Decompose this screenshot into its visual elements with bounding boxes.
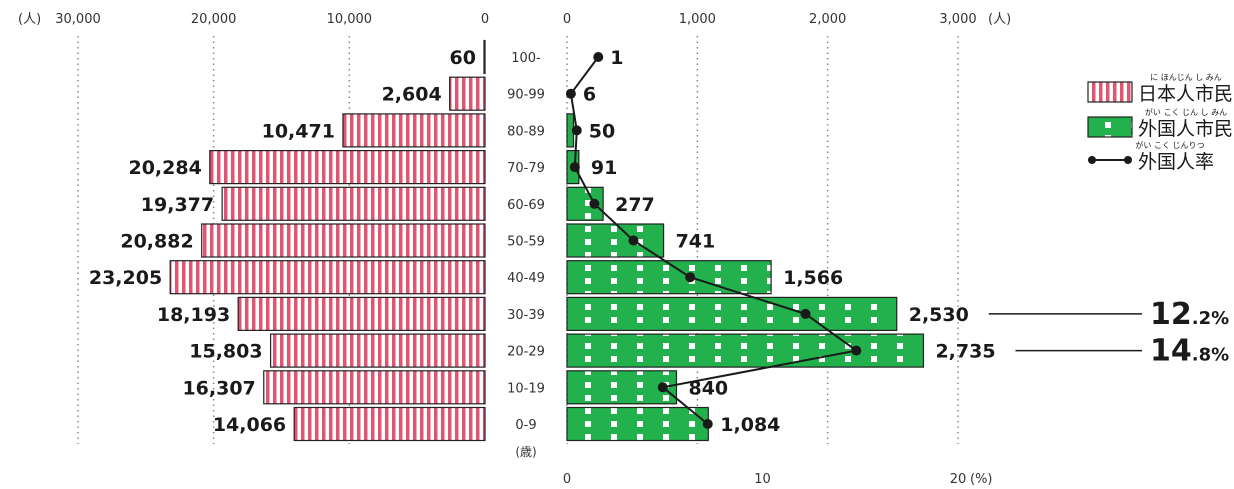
foreign-value-label: 50 — [589, 120, 615, 142]
rate-point — [685, 272, 696, 283]
foreign-value-label: 91 — [591, 157, 617, 179]
legend-rate-dot — [1124, 156, 1132, 164]
right-axis-tick: 0 — [563, 12, 571, 27]
foreign-bar — [566, 406, 709, 442]
rate-point — [702, 419, 713, 429]
japanese-value-label: 20,882 — [120, 231, 193, 253]
age-label: 90-99 — [507, 88, 545, 103]
right-axis-tick: 3,000 — [939, 12, 976, 27]
rate-point — [565, 88, 576, 99]
right-axis-unit: (人) — [988, 12, 1011, 27]
legend-ruby: がい こく じん し みん — [1145, 107, 1227, 117]
legend-ruby: がい こく じんりつ — [1135, 140, 1204, 150]
age-label: 30-39 — [507, 308, 545, 323]
age-label: 40-49 — [507, 271, 545, 286]
legend-label-japanese: 日本人市民 — [1138, 83, 1233, 105]
callout-label: 12.2% — [1150, 297, 1229, 332]
right-axis-tick: 1,000 — [679, 12, 716, 27]
foreign-value-label: 1 — [610, 47, 623, 69]
rate-point — [569, 162, 580, 173]
japanese-value-label: 2,604 — [382, 84, 442, 106]
japanese-value-label: 16,307 — [182, 377, 255, 399]
rate-point — [800, 308, 811, 319]
age-label: 10-19 — [507, 381, 545, 396]
rate-axis-tick: 20 — [950, 472, 967, 487]
japanese-value-label: 14,066 — [213, 414, 286, 436]
left-axis-tick: 20,000 — [191, 12, 237, 27]
left-axis-unit: (人) — [18, 12, 41, 27]
age-label: 0-9 — [515, 418, 536, 433]
foreign-value-label: 741 — [676, 231, 716, 253]
left-axis-tick: 30,000 — [55, 12, 101, 27]
japanese-bar — [169, 260, 486, 295]
rate-point — [593, 52, 604, 62]
foreign-value-label: 1,566 — [783, 267, 843, 289]
japanese-bar — [483, 39, 486, 75]
foreign-bar — [566, 260, 772, 295]
rate-point — [657, 382, 668, 393]
right-axis-tick: 2,000 — [809, 12, 846, 27]
rate-point — [571, 125, 582, 136]
rate-axis-unit: (%) — [970, 472, 993, 487]
japanese-value-label: 10,471 — [262, 120, 335, 142]
rate-point — [589, 198, 600, 209]
japanese-bar — [201, 223, 486, 258]
foreign-value-label: 2,530 — [909, 304, 969, 326]
foreign-value-label: 1,084 — [720, 414, 780, 436]
age-label: 60-69 — [507, 198, 545, 213]
callout-integer: 14 — [1150, 334, 1192, 369]
foreign-value-label: 277 — [615, 194, 655, 216]
legend-label-rate: 外国人率 — [1138, 151, 1214, 173]
foreign-bar — [566, 333, 925, 368]
foreign-value-label: 6 — [583, 84, 596, 106]
japanese-bar — [293, 406, 486, 442]
foreign-value-label: 840 — [688, 377, 728, 399]
foreign-bar — [566, 296, 898, 331]
age-label: 20-29 — [507, 345, 545, 360]
foreign-bar — [566, 223, 665, 258]
legend-rate-dot — [1088, 156, 1096, 164]
legend-swatch-japanese — [1087, 81, 1133, 103]
callout-decimal: .8% — [1192, 345, 1229, 366]
age-unit: (歳) — [515, 445, 536, 459]
japanese-bar — [449, 76, 486, 111]
japanese-bar — [270, 333, 486, 368]
japanese-bar — [263, 370, 486, 405]
callout-label: 14.8% — [1150, 334, 1229, 369]
japanese-value-label: 23,205 — [89, 267, 162, 289]
legend-label-foreign: 外国人市民 — [1138, 118, 1233, 140]
rate-point — [851, 345, 862, 356]
japanese-value-label: 18,193 — [157, 304, 230, 326]
foreign-value-label: 2,735 — [935, 341, 995, 363]
rate-axis-tick: 10 — [754, 472, 771, 487]
legend-ruby: に ほんじん し みん — [1150, 73, 1222, 82]
rate-point — [628, 235, 639, 246]
legend-swatch-foreign — [1087, 116, 1133, 138]
left-axis-tick: 0 — [481, 12, 489, 27]
japanese-value-label: 20,284 — [128, 157, 201, 179]
japanese-value-label: 60 — [450, 47, 476, 69]
japanese-bar — [237, 296, 486, 331]
left-axis-tick: 10,000 — [327, 12, 373, 27]
callout-integer: 12 — [1150, 297, 1192, 332]
japanese-bar — [209, 150, 486, 185]
age-label: 50-59 — [507, 235, 545, 250]
japanese-value-label: 19,377 — [141, 194, 214, 216]
callout-decimal: .2% — [1192, 308, 1229, 329]
japanese-bar — [221, 186, 486, 221]
age-label: 100- — [511, 51, 541, 66]
rate-axis-tick: 0 — [563, 472, 571, 487]
japanese-value-label: 15,803 — [189, 341, 262, 363]
age-label: 80-89 — [507, 124, 545, 139]
japanese-bar — [342, 113, 486, 148]
age-label: 70-79 — [507, 161, 545, 176]
